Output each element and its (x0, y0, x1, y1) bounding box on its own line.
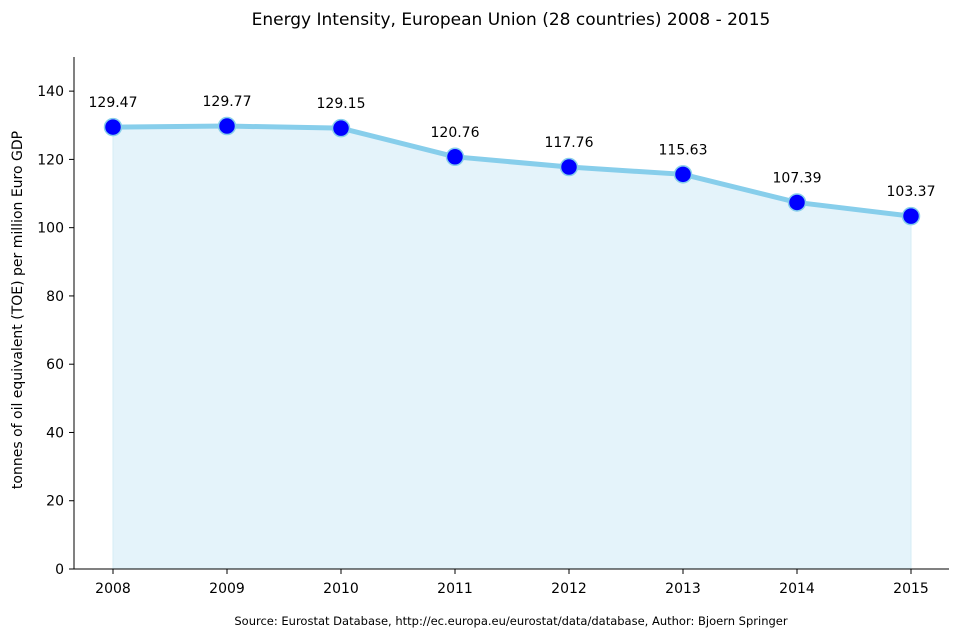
y-axis-ticks: 0 20 40 60 80 100 120 140 (37, 84, 74, 578)
source-note: Source: Eurostat Database, http://ec.eur… (234, 614, 787, 628)
x-tick-label: 2009 (209, 581, 245, 597)
y-tick-label: 100 (37, 221, 64, 237)
plot-area: 129.47 129.77 129.15 120.76 117.76 115.63 107.… (89, 94, 936, 570)
x-tick-label: 2013 (665, 581, 701, 597)
x-axis-ticks: 2008 2009 2010 2011 2012 2013 2014 2015 (95, 569, 929, 597)
x-tick-label: 2012 (551, 581, 587, 597)
data-label: 129.47 (89, 95, 138, 111)
data-point (901, 206, 921, 226)
y-tick-label: 140 (37, 84, 64, 100)
x-tick-label: 2010 (323, 581, 359, 597)
data-label: 129.77 (203, 94, 252, 110)
data-point (331, 118, 351, 138)
data-point (787, 193, 807, 212)
data-label: 129.15 (317, 96, 366, 112)
x-tick-label: 2015 (893, 581, 929, 597)
data-label: 107.39 (773, 170, 822, 186)
data-point (217, 116, 237, 136)
area-fill (112, 125, 912, 570)
data-point (103, 117, 123, 137)
y-tick-label: 40 (46, 425, 64, 441)
data-label: 117.76 (545, 135, 594, 151)
data-label: 103.37 (887, 184, 936, 200)
x-tick-label: 2014 (779, 581, 815, 597)
y-tick-label: 20 (46, 494, 64, 510)
data-label: 120.76 (431, 125, 480, 141)
data-point (559, 157, 579, 177)
y-tick-label: 120 (37, 152, 64, 168)
y-tick-label: 60 (46, 357, 64, 373)
data-point (673, 165, 693, 184)
data-point (445, 147, 465, 167)
y-axis-label: tonnes of oil equivalent (TOE) per milli… (10, 131, 26, 489)
x-tick-label: 2011 (437, 581, 473, 597)
x-tick-label: 2008 (95, 581, 131, 597)
data-markers (103, 116, 921, 226)
y-tick-label: 80 (46, 289, 64, 305)
data-label: 115.63 (659, 142, 708, 158)
y-tick-label: 0 (55, 562, 64, 578)
series-line (110, 123, 914, 219)
chart-title: Energy Intensity, European Union (28 cou… (252, 10, 771, 30)
data-labels: 129.47 129.77 129.15 120.76 117.76 115.63 107.… (89, 94, 936, 200)
